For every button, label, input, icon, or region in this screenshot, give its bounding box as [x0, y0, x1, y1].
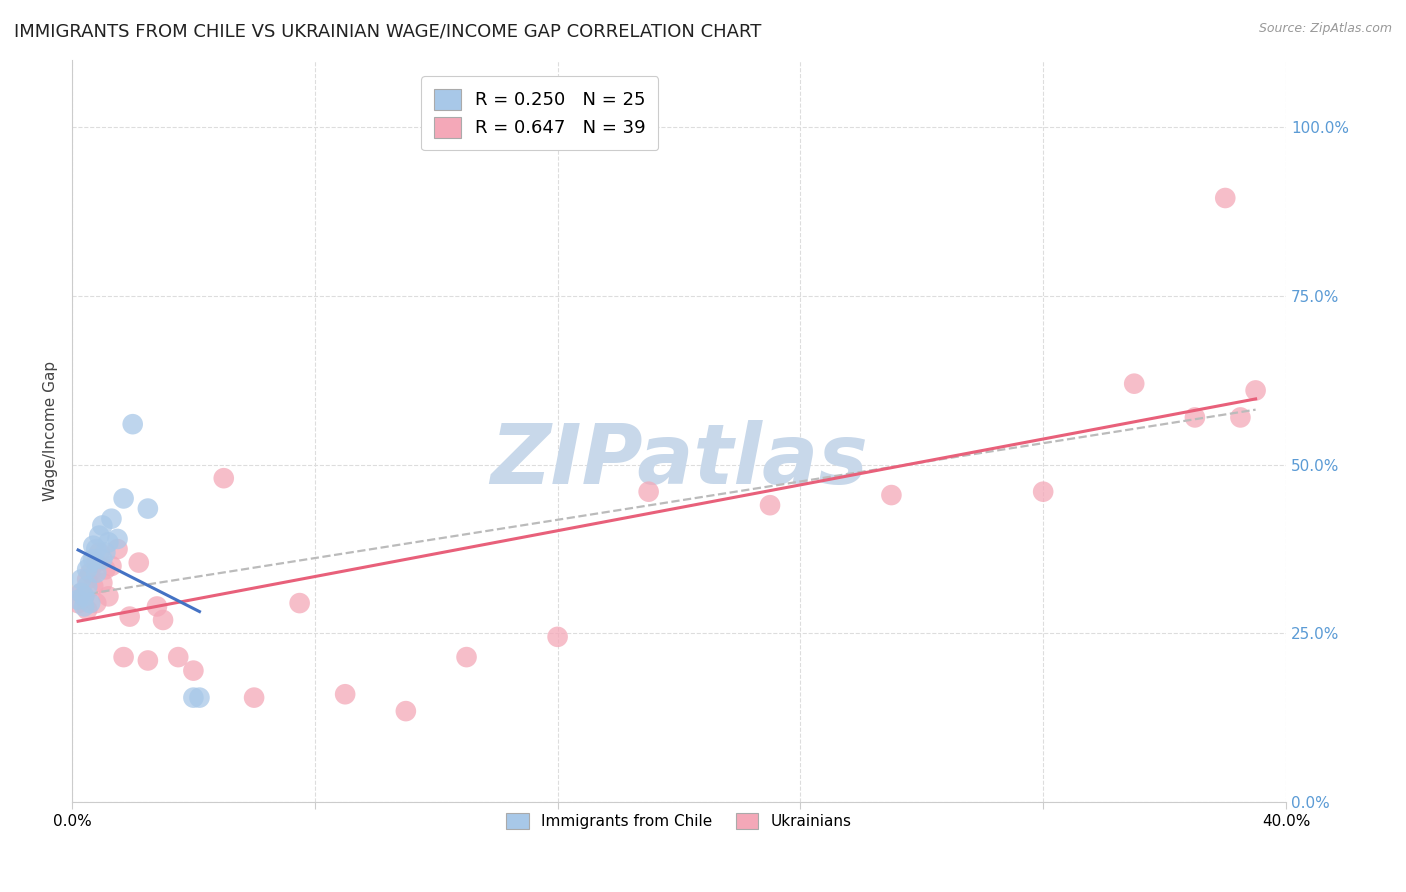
- Point: [880, 488, 903, 502]
- Point: [97, 590, 120, 604]
- Point: [76, 579, 98, 593]
- Point: [243, 690, 266, 705]
- Point: [1213, 191, 1236, 205]
- Point: [456, 650, 478, 665]
- Point: [73, 590, 96, 604]
- Point: [84, 566, 107, 580]
- Point: [759, 498, 782, 512]
- Point: [152, 613, 174, 627]
- Point: [82, 579, 104, 593]
- Point: [121, 417, 143, 432]
- Point: [1229, 410, 1251, 425]
- Point: [82, 552, 104, 566]
- Point: [637, 484, 659, 499]
- Point: [212, 471, 235, 485]
- Point: [183, 664, 205, 678]
- Point: [73, 599, 96, 614]
- Point: [146, 599, 169, 614]
- Point: [136, 653, 159, 667]
- Point: [107, 532, 129, 546]
- Point: [333, 687, 356, 701]
- Point: [107, 542, 129, 557]
- Point: [67, 592, 90, 607]
- Point: [70, 586, 93, 600]
- Point: [84, 596, 107, 610]
- Point: [76, 603, 98, 617]
- Point: [112, 491, 135, 506]
- Point: [395, 704, 418, 718]
- Point: [288, 596, 311, 610]
- Point: [118, 609, 141, 624]
- Text: IMMIGRANTS FROM CHILE VS UKRAINIAN WAGE/INCOME GAP CORRELATION CHART: IMMIGRANTS FROM CHILE VS UKRAINIAN WAGE/…: [14, 22, 762, 40]
- Point: [89, 545, 111, 559]
- Point: [128, 556, 150, 570]
- Point: [82, 539, 104, 553]
- Point: [91, 518, 114, 533]
- Point: [76, 573, 98, 587]
- Point: [1123, 376, 1146, 391]
- Point: [167, 650, 190, 665]
- Point: [97, 535, 120, 549]
- Point: [84, 542, 107, 557]
- Point: [1184, 410, 1206, 425]
- Point: [73, 590, 96, 604]
- Point: [70, 586, 93, 600]
- Point: [79, 556, 101, 570]
- Point: [91, 552, 114, 566]
- Point: [188, 690, 211, 705]
- Point: [136, 501, 159, 516]
- Point: [70, 573, 93, 587]
- Point: [91, 575, 114, 590]
- Point: [1244, 384, 1267, 398]
- Point: [94, 562, 117, 576]
- Point: [84, 556, 107, 570]
- Text: Source: ZipAtlas.com: Source: ZipAtlas.com: [1258, 22, 1392, 36]
- Legend: Immigrants from Chile, Ukrainians: Immigrants from Chile, Ukrainians: [501, 807, 858, 836]
- Point: [94, 545, 117, 559]
- Point: [79, 596, 101, 610]
- Point: [100, 512, 122, 526]
- Point: [183, 690, 205, 705]
- Point: [76, 562, 98, 576]
- Text: ZIPatlas: ZIPatlas: [491, 420, 868, 501]
- Point: [67, 596, 90, 610]
- Point: [100, 558, 122, 573]
- Point: [1032, 484, 1054, 499]
- Point: [79, 566, 101, 580]
- Y-axis label: Wage/Income Gap: Wage/Income Gap: [44, 361, 58, 501]
- Point: [547, 630, 569, 644]
- Point: [89, 528, 111, 542]
- Point: [112, 650, 135, 665]
